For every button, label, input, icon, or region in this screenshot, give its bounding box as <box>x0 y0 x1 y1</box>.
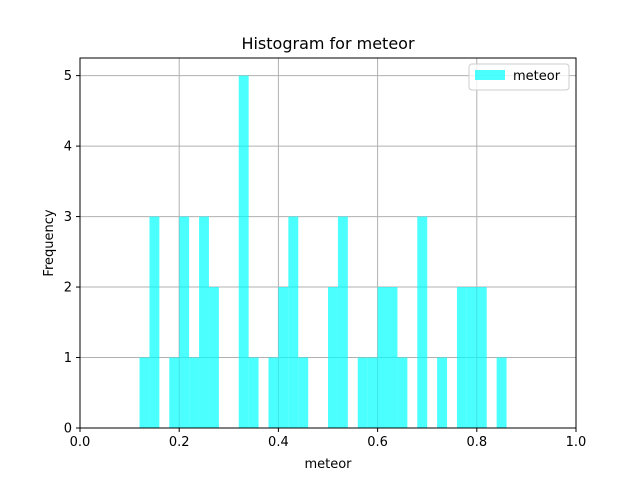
y-axis-title: Frequency <box>42 209 57 276</box>
histogram-bar <box>139 357 150 428</box>
histogram-bar <box>476 287 487 428</box>
histogram-bar <box>387 287 398 428</box>
histogram-bar <box>328 287 338 428</box>
histogram-bar <box>208 287 219 428</box>
y-tick-label: 0 <box>64 422 72 437</box>
histogram-bar <box>397 357 408 428</box>
histogram-bar <box>169 357 180 428</box>
histogram-bar <box>496 357 507 428</box>
histogram-bar <box>367 357 378 428</box>
histogram-bar <box>199 216 209 428</box>
x-axis-title: meteor <box>304 457 352 472</box>
histogram-bar <box>377 287 388 428</box>
histogram-bar <box>456 287 467 428</box>
histogram-bar <box>417 216 428 428</box>
y-tick-label: 2 <box>64 281 72 296</box>
histogram-bar <box>189 357 200 428</box>
histogram-bar <box>268 357 279 428</box>
histogram-bar <box>466 287 477 428</box>
histogram-bar <box>337 216 348 428</box>
y-tick-label: 3 <box>64 210 72 225</box>
y-tick-label: 4 <box>64 140 72 155</box>
y-axis-ticks: 0 1 2 3 4 5 <box>64 69 80 437</box>
histogram-bar <box>357 357 368 428</box>
histogram-bar <box>238 75 249 428</box>
chart-title: Histogram for meteor <box>241 34 415 53</box>
x-axis-ticks: 0.0 0.2 0.4 0.6 0.8 1.0 <box>70 428 587 450</box>
legend-swatch <box>475 70 505 80</box>
x-tick-label: 0.6 <box>367 435 388 450</box>
x-tick-label: 0.4 <box>268 435 289 450</box>
legend-label: meteor <box>513 69 561 84</box>
x-tick-label: 1.0 <box>566 435 587 450</box>
y-tick-label: 5 <box>64 69 72 84</box>
histogram-bar <box>298 357 309 428</box>
histogram-bar <box>278 287 289 428</box>
histogram-bar <box>149 216 160 428</box>
x-tick-label: 0.2 <box>169 435 190 450</box>
histogram-bar <box>179 216 190 428</box>
x-tick-label: 0.0 <box>70 435 91 450</box>
histogram-bar <box>288 216 299 428</box>
y-tick-label: 1 <box>64 351 72 366</box>
plot-frame <box>79 57 577 429</box>
x-tick-label: 0.8 <box>466 435 487 450</box>
histogram-bar <box>437 357 448 428</box>
histogram-bar <box>248 357 259 428</box>
histogram-bars <box>139 75 507 428</box>
legend: meteor <box>468 63 570 91</box>
